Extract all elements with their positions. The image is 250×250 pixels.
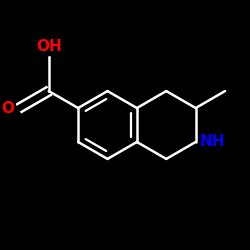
Text: NH: NH [199,134,225,150]
Text: OH: OH [36,38,62,54]
Text: O: O [1,100,14,116]
